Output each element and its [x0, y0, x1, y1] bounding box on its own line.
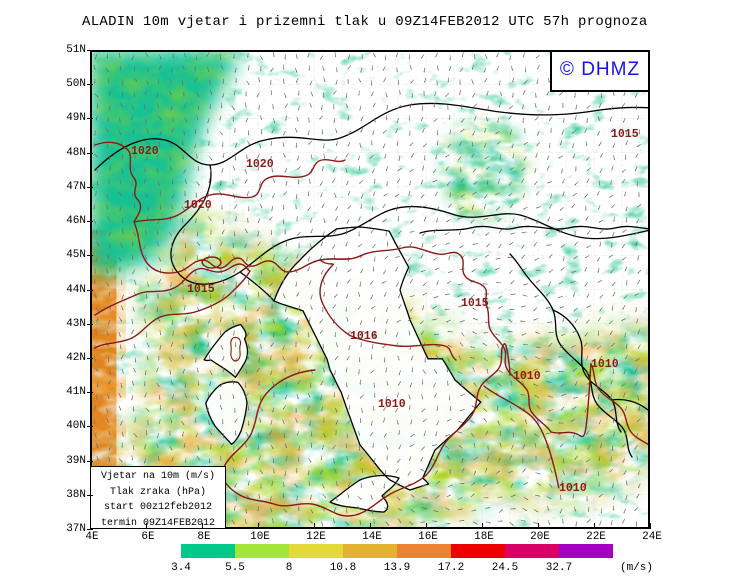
svg-text:1015: 1015 [611, 128, 639, 141]
svg-text:1010: 1010 [513, 370, 541, 383]
svg-text:1010: 1010 [591, 358, 619, 371]
svg-text:1020: 1020 [131, 145, 159, 158]
svg-text:1015: 1015 [461, 297, 489, 310]
svg-text:1020: 1020 [184, 199, 212, 212]
svg-text:1015: 1015 [187, 283, 215, 296]
svg-text:1016: 1016 [350, 330, 378, 343]
svg-text:1010: 1010 [378, 398, 406, 411]
svg-text:1020: 1020 [246, 158, 274, 171]
svg-text:1010: 1010 [559, 482, 587, 495]
